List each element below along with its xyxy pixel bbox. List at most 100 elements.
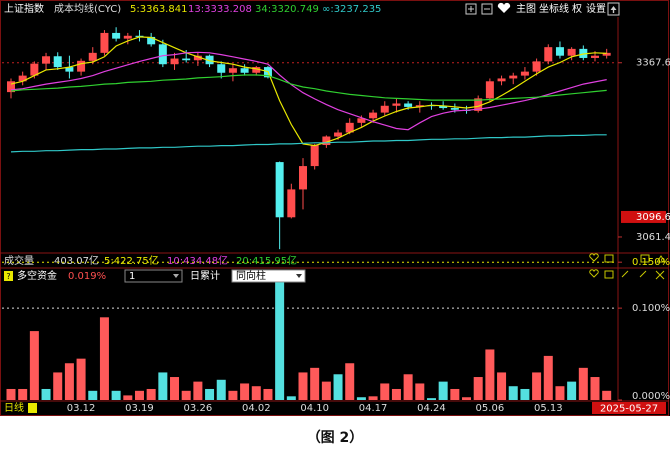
bar [310,367,320,400]
icon[interactable] [655,270,665,280]
candle-body [369,112,378,119]
bar [205,388,215,400]
bar [508,386,518,400]
style-select[interactable] [231,269,306,283]
bar [543,355,553,400]
bar [181,390,191,400]
bar [321,381,331,400]
candle-body [53,56,62,68]
bar [240,383,250,400]
bar [134,390,144,400]
candle-body [439,105,448,109]
candle-body [88,52,97,61]
x-tick-label: 05.06 [476,403,505,414]
bar [286,396,296,400]
favorite[interactable] [497,2,511,13]
candle-body [357,118,366,123]
bar [275,282,285,400]
candle-body [299,166,307,190]
zoom-out[interactable] [481,3,493,15]
candle-body [392,103,401,106]
candle-body [100,32,109,53]
toolbar-item[interactable]: 主图 [516,3,536,15]
candle-body [275,162,284,218]
candle-body [322,136,331,146]
bar [170,377,180,400]
ma-line [10,74,607,101]
bar [532,372,542,400]
period-icon[interactable] [28,403,37,413]
bar [99,317,109,400]
candle-body [287,189,296,218]
bar [590,377,600,400]
last-price: 3096.6 [636,212,670,223]
icon[interactable] [656,255,666,263]
bar [88,390,98,400]
indicator-name: 成本均线(CYC) [54,2,121,15]
help-mark: ? [6,272,10,281]
x-tick-label: 04.17 [359,403,388,414]
bar [6,388,16,400]
toolbar-item[interactable]: 坐标线 [539,2,569,15]
bar [333,374,343,400]
zoom-in[interactable] [465,3,477,15]
bar [111,390,121,400]
candle-body [205,55,214,65]
candle-body [182,58,191,61]
bar [578,367,588,400]
candle-body [450,108,459,110]
x-tick-label: 04.10 [300,403,329,414]
toolbar-item[interactable]: 设置 [586,3,606,15]
icon [610,6,617,13]
bar [158,372,168,400]
legend-entry: 13:3333.208 [188,4,252,15]
icon[interactable] [589,269,599,278]
candle-body [147,36,156,45]
candle-body [65,67,74,72]
style-value: 同向柱 [236,269,266,282]
candle-body [77,60,86,72]
toolbar-item[interactable]: 权 [572,2,582,15]
candle-body [240,68,249,73]
bar [29,331,39,400]
param-select[interactable] [124,269,183,283]
y-tick-label: 0.150% [632,257,670,268]
bar [380,383,390,400]
y-tick-label: 3367.6 [636,58,670,69]
candle-body [485,81,494,99]
help-icon[interactable] [4,271,13,281]
period[interactable]: 日线 [4,401,24,414]
candle-body [170,58,179,65]
candle-body [602,52,611,56]
candle-body [310,145,319,167]
volume-total: 403.07亿 [54,254,99,267]
candle-body [334,132,343,137]
x-tick-label: 03.12 [67,403,96,414]
candle-body [158,44,167,65]
icon[interactable] [640,254,650,263]
icon[interactable] [604,270,614,279]
legend-entry: 5:3363.841 [130,4,187,15]
bar [368,396,378,400]
date-box [592,402,666,414]
collapse[interactable] [607,2,620,16]
frame [0,0,669,416]
bar [216,379,226,400]
y-tick-label: 0.100% [632,303,670,314]
legend-entry: 34:3320.749 [255,4,319,15]
bar [146,388,156,400]
panel-icons [589,253,666,280]
candle-body [497,78,506,82]
ma-line [10,134,607,153]
bar [64,363,74,400]
bar [251,386,261,400]
legend-entry: ∞:3237.235 [322,4,381,15]
candle-body [228,68,237,73]
bar [462,397,472,400]
bar [415,383,425,400]
mode: 日累计 [190,269,220,282]
icon[interactable] [621,270,647,278]
icon[interactable] [589,253,599,262]
candle-body [474,98,483,111]
